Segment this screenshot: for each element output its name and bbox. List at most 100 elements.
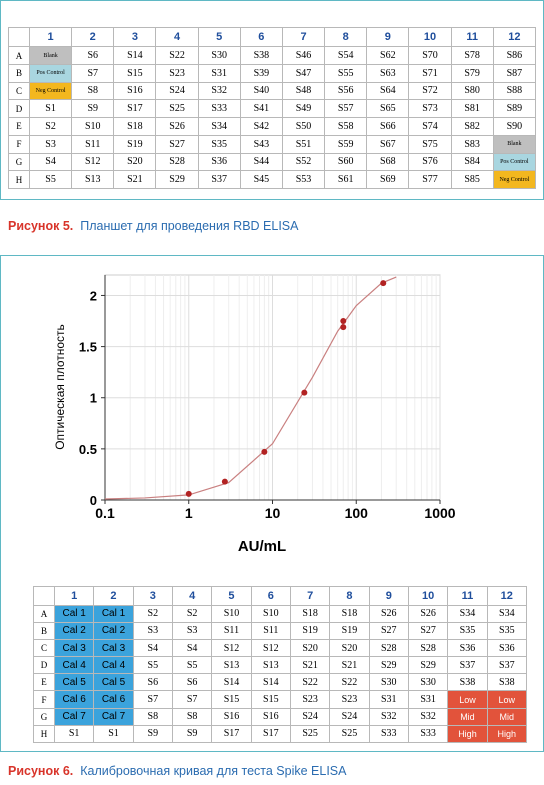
column-header: 2: [71, 26, 115, 48]
data-point: [340, 324, 347, 331]
well-cell: S21: [329, 656, 370, 675]
well-cell: Cal 6: [53, 690, 95, 709]
plate-row: E Cal 5 Cal 5 S6 S6 S14 S14 S22 S22 S30 S30 S38 S38: [33, 673, 528, 692]
well-cell: Cal 2: [53, 621, 95, 640]
well-cell: S36: [486, 638, 528, 658]
well-cell: Pos Control: [28, 63, 73, 83]
row-label: H: [33, 724, 55, 744]
plate-row: H S5 S13 S21 S29 S37 S45 S53 S61 S69 S77 S85 Neg Con…: [8, 170, 537, 189]
well-cell: S76: [408, 152, 452, 172]
well-cell: S16: [211, 707, 252, 726]
well-cell: S12: [250, 638, 291, 658]
well-cell: S32: [197, 81, 241, 101]
well-cell: S1: [28, 99, 73, 119]
well-cell: S5: [132, 656, 173, 675]
well-cell: S17: [250, 724, 291, 744]
well-cell: S13: [211, 656, 252, 675]
row-label: E: [33, 673, 55, 692]
data-point: [340, 318, 347, 325]
x-axis-label: AU/mL: [238, 538, 286, 555]
well-cell: Neg Control: [492, 170, 537, 189]
well-cell: S10: [250, 604, 291, 623]
column-header: 7: [281, 26, 326, 48]
caption-text: Планшет для проведения RBD ELISA: [80, 219, 299, 233]
well-cell: S81: [450, 99, 494, 119]
y-tick-label: 0: [90, 493, 97, 508]
well-cell: S24: [329, 707, 370, 726]
column-header: 2: [93, 586, 134, 606]
well-cell: S9: [71, 99, 115, 119]
well-cell: S61: [324, 170, 368, 189]
well-cell: Low: [447, 690, 488, 709]
well-cell: S19: [113, 134, 157, 154]
well-cell: S75: [408, 134, 452, 154]
well-cell: S27: [407, 621, 449, 640]
column-header: 5: [197, 26, 241, 48]
well-cell: S88: [492, 81, 537, 101]
well-cell: S78: [450, 46, 494, 65]
column-header: 12: [492, 26, 537, 48]
row-label: C: [33, 638, 55, 658]
row-label: G: [8, 152, 30, 172]
column-header: 8: [329, 586, 370, 606]
well-cell: S37: [486, 656, 528, 675]
well-cell: S43: [239, 134, 283, 154]
well-cell: Cal 6: [93, 690, 134, 709]
well-cell: S3: [28, 134, 73, 154]
well-cell: Mid: [486, 707, 528, 726]
plate-row: A Cal 1 Cal 1 S2 S2 S10 S10 S18 S18 S26 S26 S34 S34: [33, 604, 528, 623]
well-cell: S50: [281, 117, 326, 136]
well-cell: S33: [407, 724, 449, 744]
well-cell: S37: [197, 170, 241, 189]
data-point: [301, 389, 308, 396]
x-tick-label: 100: [345, 505, 369, 521]
well-cell: S28: [155, 152, 199, 172]
well-cell: Cal 1: [93, 604, 134, 623]
well-cell: S25: [329, 724, 370, 744]
well-cell: S49: [281, 99, 326, 119]
well-cell: S3: [132, 621, 173, 640]
row-label: E: [8, 117, 30, 136]
plate-row: D S1 S9 S17 S25 S33 S41 S49 S57 S65 S73 S81 S89: [8, 99, 537, 119]
well-cell: S2: [171, 604, 213, 623]
well-cell: S33: [197, 99, 241, 119]
row-label: F: [8, 134, 30, 154]
well-cell: S46: [281, 46, 326, 65]
well-cell: S15: [113, 63, 157, 83]
well-cell: Blank: [492, 134, 537, 154]
well-cell: Cal 4: [53, 656, 95, 675]
well-cell: S39: [239, 63, 283, 83]
column-header: 4: [171, 586, 213, 606]
well-cell: S21: [289, 656, 331, 675]
well-cell: S90: [492, 117, 537, 136]
plate-row: F S3 S11 S19 S27 S35 S43 S51 S59 S67 S75 S83 Blank: [8, 134, 537, 154]
well-cell: S20: [113, 152, 157, 172]
well-cell: S55: [324, 63, 368, 83]
well-cell: S29: [155, 170, 199, 189]
well-cell: S38: [447, 673, 488, 692]
well-cell: S1: [53, 724, 95, 744]
well-cell: S10: [211, 604, 252, 623]
plate-row: H S1 S1 S9 S9 S17 S17 S25 S25 S33 S33 High High: [33, 724, 528, 744]
row-label: H: [8, 170, 30, 189]
well-cell: S22: [289, 673, 331, 692]
y-tick-label: 1: [90, 391, 97, 406]
well-cell: S12: [71, 152, 115, 172]
caption-label: Рисунок 6.: [8, 764, 74, 778]
well-cell: S23: [289, 690, 331, 709]
well-cell: S27: [155, 134, 199, 154]
row-label: B: [8, 63, 30, 83]
row-label: G: [33, 707, 55, 726]
well-cell: S45: [239, 170, 283, 189]
well-cell: Blank: [28, 46, 73, 65]
well-cell: S8: [171, 707, 213, 726]
well-cell: S13: [71, 170, 115, 189]
well-cell: S62: [366, 46, 410, 65]
well-cell: Neg Control: [28, 81, 73, 101]
well-cell: S28: [407, 638, 449, 658]
well-cell: S56: [324, 81, 368, 101]
well-cell: S65: [366, 99, 410, 119]
well-cell: High: [486, 724, 528, 744]
well-cell: S6: [132, 673, 173, 692]
caption: Рисунок 6. Калибровочная кривая для тест…: [8, 764, 346, 778]
